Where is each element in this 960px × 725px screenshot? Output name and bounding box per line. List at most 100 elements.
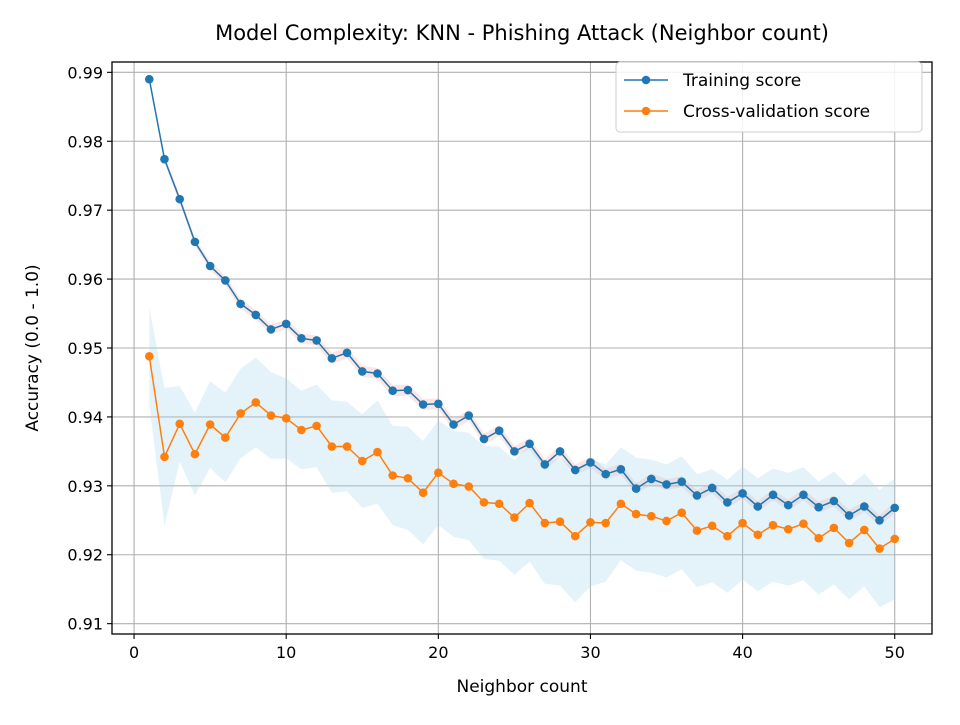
y-tick-label: 0.94 <box>67 408 103 427</box>
y-axis-ticks: 0.91 0.92 0.93 0.94 0.95 0.96 0.97 0.98 0.99 <box>67 63 112 634</box>
training-point <box>647 474 656 484</box>
training-point <box>144 74 154 84</box>
legend-marker-training <box>641 75 651 85</box>
x-tick-label: 40 <box>732 643 752 662</box>
training-point <box>631 484 641 493</box>
x-axis-label: Neighbor count <box>456 677 587 697</box>
training-point <box>205 261 215 271</box>
training-point <box>357 367 367 376</box>
training-point <box>601 469 610 479</box>
training-point <box>783 500 793 510</box>
training-point <box>160 154 169 164</box>
training-point <box>297 334 306 343</box>
training-point <box>723 498 732 507</box>
training-point <box>221 276 230 285</box>
cross-validation-point <box>236 409 245 418</box>
cross-validation-point <box>631 509 641 519</box>
cross-validation-point <box>175 419 184 429</box>
cross-validation-point <box>221 433 230 442</box>
legend-label-cross-validation: Cross-validation score <box>683 102 870 122</box>
chart-title: Model Complexity: KNN - Phishing Attack … <box>215 21 829 45</box>
training-point <box>525 439 534 449</box>
cross-validation-point <box>297 425 306 435</box>
cross-validation-point <box>570 531 580 541</box>
cross-validation-point <box>647 511 656 521</box>
cross-validation-point <box>692 526 702 535</box>
training-point <box>281 319 291 329</box>
y-axis-label: Accuracy (0.0 - 1.0) <box>23 264 43 431</box>
training-point <box>768 490 778 500</box>
cross-validation-point <box>707 521 717 531</box>
training-point <box>403 385 413 395</box>
y-tick-label: 0.93 <box>67 477 103 496</box>
cross-validation-point <box>540 518 550 528</box>
cross-validation-point <box>342 442 352 451</box>
legend-label-training: Training score <box>682 71 801 91</box>
cross-validation-point <box>160 452 169 462</box>
cross-validation-point <box>510 513 519 522</box>
cross-validation-point <box>418 488 428 498</box>
training-point <box>738 489 747 498</box>
cross-validation-point <box>799 519 808 529</box>
training-point <box>555 447 565 456</box>
training-point <box>449 420 458 429</box>
cross-validation-point <box>205 420 215 429</box>
training-point <box>236 299 245 309</box>
training-point <box>829 496 839 506</box>
cross-validation-point <box>266 411 276 420</box>
cross-validation-point <box>251 398 261 407</box>
cross-validation-point <box>357 456 367 466</box>
cross-validation-point <box>677 508 687 518</box>
cross-validation-point <box>388 471 397 480</box>
y-tick-label: 0.97 <box>67 201 103 220</box>
legend-marker-cross-validation <box>641 106 651 116</box>
training-point <box>570 465 580 475</box>
x-tick-label: 0 <box>129 643 139 662</box>
training-point <box>616 464 626 474</box>
cross-validation-point <box>190 449 200 459</box>
cross-validation-point <box>327 442 337 451</box>
cross-validation-point <box>586 518 595 527</box>
cross-validation-point <box>281 413 291 423</box>
x-tick-label: 50 <box>885 643 905 662</box>
training-point <box>373 369 382 378</box>
training-point <box>479 434 489 444</box>
cross-validation-point <box>312 421 321 431</box>
training-point <box>707 483 717 493</box>
cross-validation-point <box>875 544 884 553</box>
training-point <box>342 348 352 358</box>
cross-validation-point <box>479 498 489 507</box>
cross-validation-point <box>723 531 732 541</box>
cross-validation-point <box>434 468 443 478</box>
training-point <box>844 511 854 520</box>
confidence-bands <box>149 76 895 608</box>
x-tick-label: 10 <box>276 643 296 662</box>
cross-validation-point <box>373 447 382 457</box>
cross-validation-point <box>662 516 671 526</box>
training-point <box>434 399 443 409</box>
y-tick-label: 0.95 <box>67 339 103 358</box>
training-point <box>814 502 823 512</box>
training-point <box>464 411 474 420</box>
training-point <box>799 490 808 500</box>
training-point <box>890 503 900 513</box>
cross-validation-point <box>829 523 839 533</box>
cross-validation-point <box>860 525 869 535</box>
training-point <box>662 480 671 489</box>
grid <box>112 62 932 634</box>
training-point <box>388 386 397 396</box>
training-point <box>860 502 869 511</box>
cross-validation-point <box>601 518 610 528</box>
y-tick-label: 0.91 <box>67 615 103 634</box>
cross-validation-point <box>738 518 747 528</box>
y-tick-label: 0.96 <box>67 270 103 289</box>
cross-validation-point <box>494 499 504 509</box>
training-point <box>251 310 261 320</box>
training-point <box>175 194 184 204</box>
series-points <box>144 74 900 553</box>
training-point <box>312 336 321 345</box>
cross-validation-point <box>525 498 534 508</box>
cross-validation-point <box>783 524 793 534</box>
cross-validation-point <box>844 538 854 548</box>
